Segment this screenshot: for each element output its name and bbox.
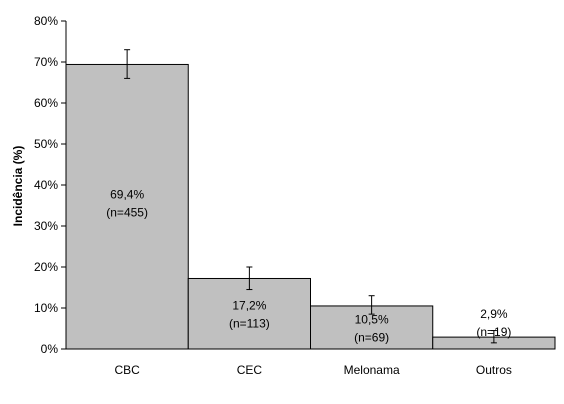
y-tick-label: 80% xyxy=(34,14,58,28)
data-label-pct: 10,5% xyxy=(355,312,389,326)
data-label-n: (n=113) xyxy=(229,317,270,331)
data-label-pct: 17,2% xyxy=(232,299,266,313)
x-tick-label: Melonama xyxy=(344,363,400,377)
data-labels: 69,4% (n=455) 17,2% (n=113) 10,5% (n=69) 2,9% (… xyxy=(106,188,511,345)
y-tick-label: 60% xyxy=(34,96,58,110)
x-tick-label: CEC xyxy=(237,363,263,377)
y-axis-label: Incidência (%) xyxy=(11,146,25,227)
y-tick-label: 50% xyxy=(34,137,58,151)
y-tick-label: 30% xyxy=(34,219,58,233)
data-label-n: (n=455) xyxy=(106,206,148,220)
y-tick-label: 20% xyxy=(34,260,58,274)
x-axis: CBC CEC Melonama Outros xyxy=(66,348,555,377)
y-axis: 0% 10% 20% 30% 40% 50% 60% 70% 80% xyxy=(34,14,67,356)
y-tick-label: 10% xyxy=(34,301,58,315)
y-tick-label: 70% xyxy=(34,55,58,69)
bars xyxy=(65,63,556,350)
bar-cbc xyxy=(65,63,189,350)
x-tick-label: CBC xyxy=(114,363,140,377)
data-label-pct: 69,4% xyxy=(110,188,144,202)
error-bars xyxy=(124,49,497,344)
y-tick-label: 40% xyxy=(34,178,58,192)
y-tick-label: 0% xyxy=(41,342,59,356)
data-label-pct: 2,9% xyxy=(480,307,508,321)
x-tick-label: Outros xyxy=(476,363,512,377)
data-label-n: (n=19) xyxy=(476,325,511,339)
bar-cec xyxy=(187,277,311,350)
data-label-n: (n=69) xyxy=(354,330,389,344)
